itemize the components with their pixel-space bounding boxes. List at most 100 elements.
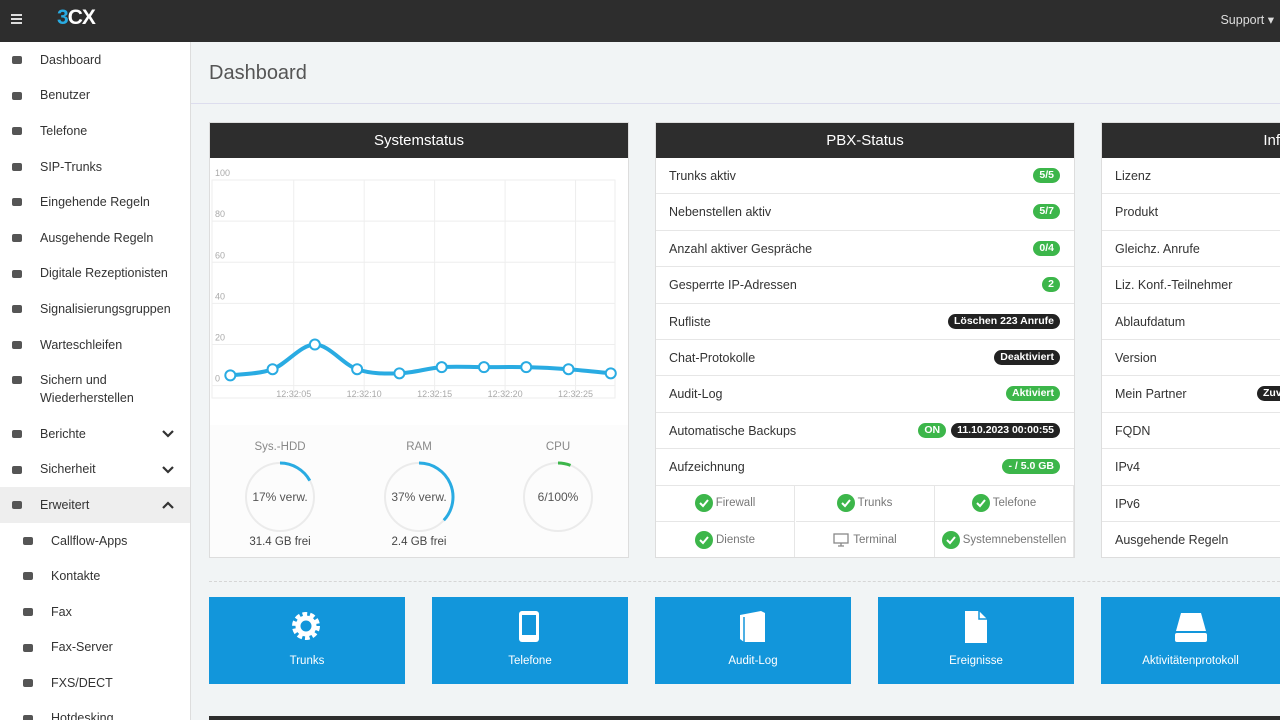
service-status: Firewall — [656, 485, 795, 522]
nav-subitem[interactable]: Callflow-Apps — [0, 523, 190, 559]
tile-label[interactable]: Audit-Log — [728, 655, 778, 667]
badges: 5/5 — [1033, 168, 1060, 183]
drive-base — [1174, 633, 1207, 642]
nav-label[interactable]: SIP-Trunks — [40, 159, 103, 174]
tile-label[interactable]: Telefone — [508, 655, 552, 667]
nav-item[interactable]: Signalisierungsgruppen — [0, 291, 190, 327]
shortcut-tile[interactable]: Ereignisse — [878, 597, 1074, 684]
nav-label[interactable]: Warteschleifen — [40, 337, 123, 352]
tile-icon — [965, 611, 987, 643]
service-status: Telefone — [935, 485, 1074, 522]
shortcut-tile[interactable]: Telefone — [432, 597, 628, 684]
badge: - / 5.0 GB — [1002, 459, 1060, 475]
badges: Deaktiviert — [994, 349, 1060, 365]
gauge-arc — [418, 461, 455, 522]
nav-item[interactable]: Warteschleifen — [0, 327, 190, 363]
nav-subitem[interactable]: Fax — [0, 594, 190, 630]
nav-label[interactable]: Fax-Server — [51, 640, 113, 655]
nav-label[interactable]: Eingehende Regeln — [40, 195, 150, 210]
tile-label[interactable]: Trunks — [289, 655, 325, 667]
support-menu[interactable]: Support ▾ — [1220, 13, 1274, 27]
nav-subitem[interactable]: FXS/DECT — [0, 665, 190, 701]
row-label: Trunks aktiv — [669, 169, 736, 183]
badge: Deaktiviert — [994, 349, 1060, 365]
row-label: Automatische Backups — [669, 423, 797, 438]
nav-item[interactable]: SIP-Trunks — [0, 149, 190, 185]
icon — [12, 56, 22, 64]
nav-item[interactable]: Telefone — [0, 113, 190, 149]
nav-label[interactable]: Digitale Rezeptionisten — [40, 266, 168, 281]
data-point — [604, 367, 617, 380]
tile-label[interactable]: Ereignisse — [949, 655, 1003, 667]
icon — [12, 305, 22, 314]
nav-label[interactable]: Benutzer — [40, 88, 91, 103]
nav-label[interactable]: Sicherheit — [40, 462, 96, 477]
icon — [12, 501, 22, 510]
chevron — [162, 465, 174, 474]
tile-label[interactable]: Aktivitätenprotokoll — [1142, 655, 1239, 667]
nav-item[interactable]: Eingehende Regeln — [0, 184, 190, 220]
nav-item[interactable]: Erweitert — [0, 487, 190, 523]
support-label[interactable]: Support — [1220, 13, 1265, 27]
nav-item[interactable]: Berichte — [0, 416, 190, 452]
data-point — [266, 363, 279, 376]
nav-label[interactable]: Sichern und Wiederherstellen — [40, 373, 134, 406]
menu-toggle[interactable] — [11, 14, 22, 24]
nav-subitem[interactable]: Fax-Server — [0, 630, 190, 666]
chevron-shape — [162, 501, 174, 509]
chevron-shape — [162, 430, 174, 438]
row-label: Anzahl aktiver Gespräche — [669, 241, 813, 256]
info-row: FQDN — [1102, 413, 1280, 450]
nav-label[interactable]: Callflow-Apps — [51, 533, 128, 548]
info-row: Gleichz. Anrufe — [1102, 231, 1280, 268]
y-tick-label: 60 — [215, 250, 225, 260]
nav-label[interactable]: Erweitert — [40, 497, 90, 512]
nav-item[interactable]: Digitale Rezeptionisten — [0, 256, 190, 292]
icon — [12, 127, 22, 136]
nav-subitem[interactable]: Hotdesking — [0, 701, 190, 720]
nav-label[interactable]: FXS/DECT — [51, 675, 113, 690]
x-tick-label: 12:32:25 — [558, 389, 593, 399]
nav-label[interactable]: Fax — [51, 604, 72, 619]
gauge-name: Sys.-HDD — [254, 441, 306, 453]
nav-item[interactable]: Sichern und Wiederherstellen — [0, 362, 190, 416]
info-row: Mein Partner Zuv — [1102, 376, 1280, 413]
shortcut-tile[interactable]: Audit-Log — [655, 597, 851, 684]
x-tick-label: 12:32:05 — [276, 389, 311, 399]
nav-label[interactable]: Dashboard — [40, 52, 102, 67]
icon-shape — [12, 91, 22, 100]
status-row: Aufzeichnung - / 5.0 GB — [656, 449, 1074, 486]
gauge-arc — [557, 461, 572, 467]
nav-item[interactable]: Sicherheit — [0, 452, 190, 488]
nav-label[interactable]: Berichte — [40, 426, 86, 441]
nav-label[interactable]: Telefone — [40, 123, 88, 138]
sidebar: Dashboard Benutzer Telefone SIP-Trunks Einge… — [0, 42, 191, 720]
row-label: Nebenstellen aktiv — [669, 205, 772, 220]
nav-label[interactable]: Ausgehende Regeln — [40, 230, 154, 245]
logo[interactable]: 3CX — [57, 6, 96, 30]
y-tick-label: 100 — [215, 168, 230, 178]
badge: Löschen 223 Anrufe — [948, 313, 1060, 329]
nav-label[interactable]: Kontakte — [51, 569, 101, 584]
icon — [23, 536, 33, 545]
nav-label[interactable]: Signalisierungsgruppen — [40, 301, 171, 316]
nav-label[interactable]: Hotdesking — [51, 711, 114, 720]
gauge-chart — [245, 461, 315, 532]
shortcut-tile[interactable]: Aktivitätenprotokoll — [1101, 597, 1280, 684]
icon-shape — [23, 572, 33, 581]
nav-item[interactable]: Dashboard — [0, 42, 190, 78]
nav-item[interactable]: Benutzer — [0, 78, 190, 114]
row-label: Ausgehende Regeln — [1115, 532, 1229, 547]
y-tick-label: 80 — [215, 209, 225, 219]
info-row: Ausgehende Regeln — [1102, 522, 1280, 557]
shortcut-tile[interactable]: Trunks — [209, 597, 405, 684]
icon — [971, 493, 990, 512]
drive-top — [1175, 613, 1206, 631]
nav-item[interactable]: Ausgehende Regeln — [0, 220, 190, 256]
info-row: Version — [1102, 340, 1280, 377]
gauge-name: RAM — [406, 441, 432, 453]
row-label: Produkt — [1115, 205, 1159, 220]
badges: 5/7 — [1033, 204, 1060, 220]
nav-subitem[interactable]: Kontakte — [0, 558, 190, 594]
